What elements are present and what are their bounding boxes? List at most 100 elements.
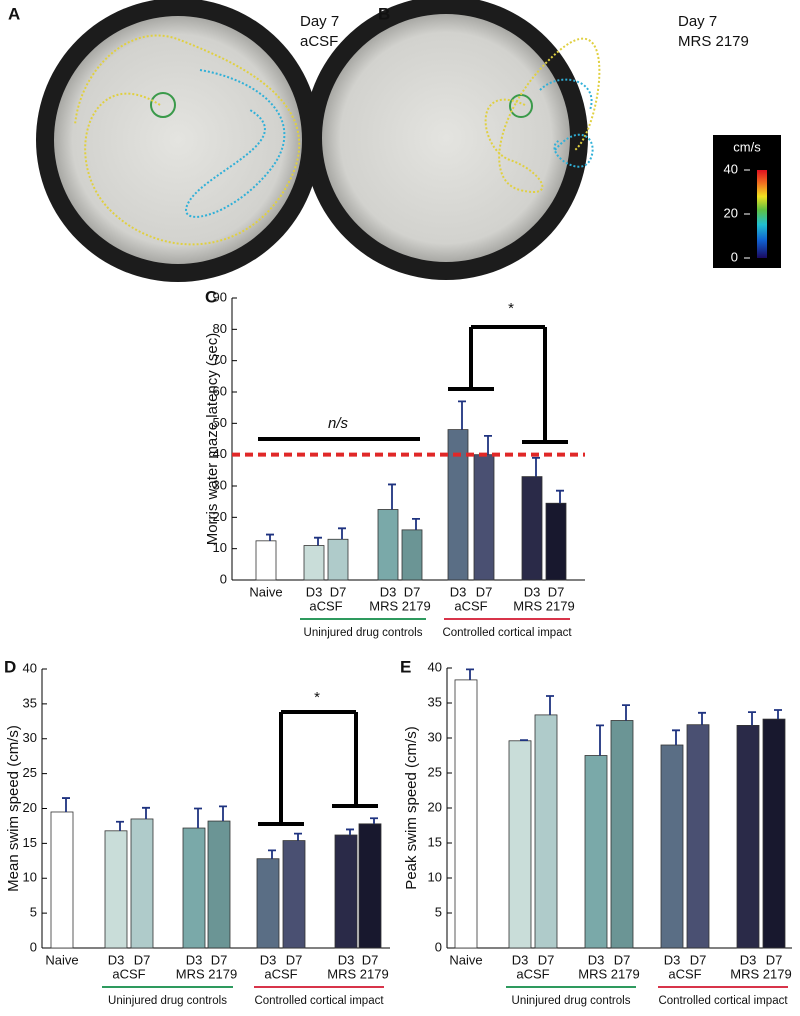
y-axis-title: Peak swim speed (cm/s) — [403, 726, 420, 889]
error-bar — [314, 536, 322, 546]
error-bar — [622, 704, 630, 721]
group-label: MRS 2179 — [513, 598, 574, 613]
group-label: MRS 2179 — [578, 966, 639, 981]
photo-caption: Day 7 — [678, 13, 717, 30]
x-tick-label: D7 — [690, 952, 707, 967]
bar — [762, 718, 786, 949]
error-bar — [556, 489, 564, 504]
y-tick-label: 40 — [428, 659, 442, 674]
x-tick-label: D3 — [512, 952, 529, 967]
colorbar-tick-label: 20 — [724, 205, 738, 220]
y-tick-label: 25 — [23, 765, 37, 780]
bar — [545, 502, 567, 581]
group-label: MRS 2179 — [369, 598, 430, 613]
bar — [447, 429, 469, 581]
error-bar — [142, 806, 150, 819]
group-label: MRS 2179 — [327, 966, 388, 981]
bar — [473, 454, 495, 581]
photo-a — [36, 0, 320, 282]
group-label: MRS 2179 — [730, 966, 791, 981]
error-bar — [672, 729, 680, 745]
bar — [534, 714, 558, 949]
bar — [610, 720, 634, 949]
photo-caption: aCSF — [300, 33, 338, 50]
error-bar — [219, 805, 227, 822]
y-tick-label: 10 — [428, 869, 442, 884]
y-tick-label: 50 — [213, 415, 227, 430]
annotation: * — [508, 300, 514, 317]
colorbar-tick-label: 40 — [724, 161, 738, 176]
photo-b — [304, 0, 601, 280]
error-bar — [338, 527, 346, 540]
error-bar — [268, 849, 276, 859]
x-tick-label: D3 — [260, 952, 277, 967]
y-tick-label: 0 — [30, 939, 37, 954]
x-tick-label: D3 — [740, 952, 757, 967]
supergroup-label: Controlled cortical impact — [254, 995, 384, 1007]
error-bar — [484, 434, 492, 455]
bar — [182, 827, 206, 949]
group-label: aCSF — [309, 598, 342, 613]
y-tick-label: 5 — [30, 905, 37, 920]
error-bar — [774, 709, 782, 720]
supergroup-label: Controlled cortical impact — [442, 627, 572, 639]
error-bar — [546, 695, 554, 715]
colorbar-tick-label: 0 — [731, 249, 738, 264]
y-axis-title: Mean swim speed (cm/s) — [5, 725, 22, 892]
y-tick-label: 0 — [435, 939, 442, 954]
supergroup-label: Controlled cortical impact — [658, 995, 788, 1007]
bar — [282, 840, 306, 949]
x-tick-label: D3 — [450, 584, 467, 599]
y-tick-label: 30 — [23, 730, 37, 745]
y-tick-label: 15 — [23, 835, 37, 850]
error-bar — [532, 456, 540, 477]
bar — [104, 830, 128, 949]
y-tick-label: 40 — [23, 660, 37, 675]
x-tick-label: D3 — [380, 584, 397, 599]
bar — [358, 823, 382, 949]
x-tick-label: D3 — [664, 952, 681, 967]
x-tick-label: D3 — [306, 584, 323, 599]
y-tick-label: 70 — [213, 352, 227, 367]
bar — [508, 740, 532, 949]
error-bar — [388, 483, 396, 510]
bar — [521, 476, 543, 581]
x-tick-label: D3 — [524, 584, 541, 599]
error-bar — [370, 817, 378, 824]
bar — [736, 725, 760, 949]
y-axis-title: Morris water maze latency (sec) — [204, 333, 221, 546]
y-tick-label: 20 — [213, 509, 227, 524]
colorbar-label: cm/s — [733, 139, 761, 154]
bar — [334, 834, 358, 949]
y-tick-label: 5 — [435, 904, 442, 919]
bar — [377, 509, 399, 581]
error-bar — [520, 739, 528, 741]
bar — [401, 529, 423, 581]
y-tick-label: 20 — [428, 799, 442, 814]
annotation: n/s — [328, 415, 349, 432]
bar — [50, 811, 74, 949]
bar — [584, 755, 608, 949]
y-tick-label: 35 — [428, 694, 442, 709]
panel-label: D — [4, 657, 16, 676]
y-tick-label: 90 — [213, 289, 227, 304]
error-bar — [116, 820, 124, 831]
bar — [207, 820, 231, 949]
x-tick-label: D7 — [286, 952, 303, 967]
group-label: aCSF — [264, 966, 297, 981]
supergroup-label: Uninjured drug controls — [512, 995, 631, 1007]
error-bar — [412, 518, 420, 530]
x-tick-label: D7 — [134, 952, 151, 967]
y-tick-label: 15 — [428, 834, 442, 849]
y-tick-label: 0 — [220, 571, 227, 586]
y-tick-label: 25 — [428, 764, 442, 779]
x-tick-label: D3 — [108, 952, 125, 967]
bar — [686, 724, 710, 949]
bar — [256, 858, 280, 949]
colorbar-strip — [757, 170, 767, 258]
x-tick-label: D7 — [330, 584, 347, 599]
bar — [303, 545, 325, 581]
group-label: aCSF — [454, 598, 487, 613]
